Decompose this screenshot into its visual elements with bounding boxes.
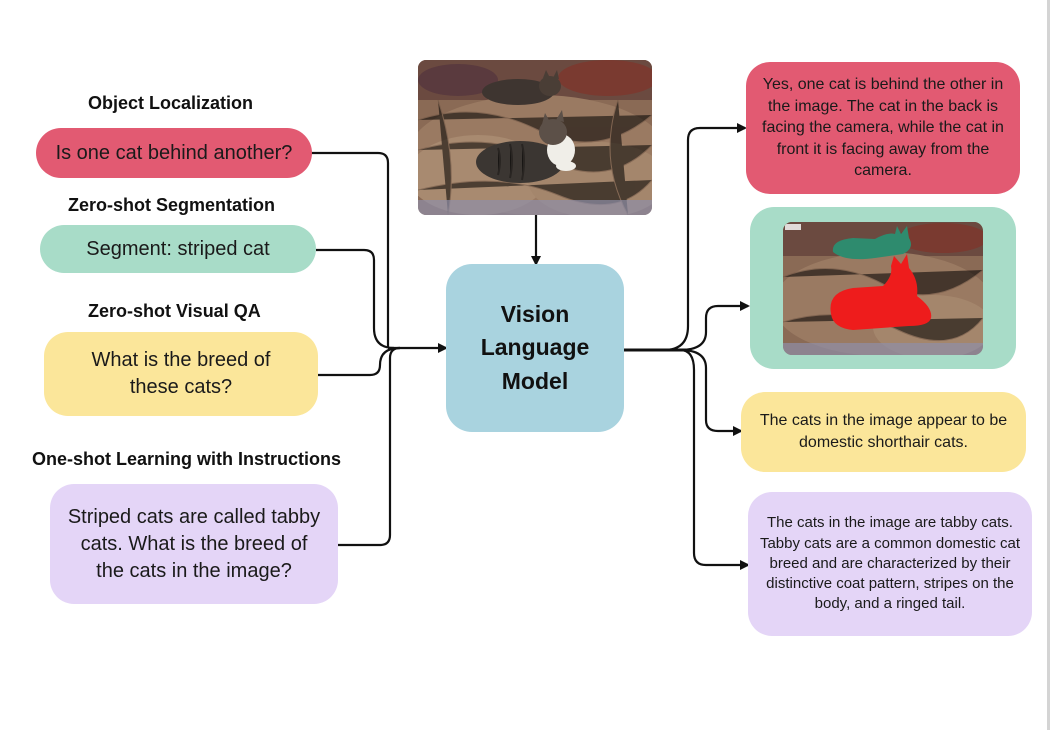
connector-output-3 [679, 348, 743, 436]
connector-input-1 [311, 151, 390, 348]
title-one-shot-learning: One-shot Learning with Instructions [32, 449, 342, 469]
photo-cats-on-nets [418, 60, 652, 215]
output-text: Yes, one cat is behind the other in the … [762, 76, 1004, 180]
model-label: Vision Language Model [481, 298, 590, 398]
photo-with-masks [783, 221, 983, 355]
title-object-localization: Object Localization [88, 93, 254, 113]
page-edge [1047, 0, 1050, 730]
mask-front-cat [830, 253, 932, 330]
connector-output-2 [679, 301, 750, 352]
connector-input-3 [318, 346, 401, 377]
vision-language-model: Vision Language Model [446, 264, 624, 432]
output-text: The cats in the image appear to be domes… [759, 412, 1008, 451]
prompt-one-shot-learning: Striped cats are called tabby cats. What… [50, 484, 338, 604]
output-visual-qa: The cats in the image appear to be domes… [741, 392, 1026, 472]
prompt-text: Segment: striped cat [86, 237, 270, 260]
prompt-text: Is one cat behind another? [55, 141, 293, 164]
input-cat-photo [418, 60, 652, 215]
title-zero-shot-visual-qa: Zero-shot Visual QA [88, 301, 261, 321]
prompt-zero-shot-visual-qa: What is the breed of these cats? [44, 332, 318, 416]
prompt-zero-shot-segmentation: Segment: striped cat [40, 225, 316, 273]
connector-output-1 [663, 123, 747, 352]
connector-input-4 [338, 346, 401, 547]
title-zero-shot-segmentation: Zero-shot Segmentation [68, 195, 276, 215]
model-label-line-3: Model [501, 367, 569, 394]
mask-back-cat [832, 225, 911, 259]
prompt-object-localization: Is one cat behind another? [36, 128, 312, 178]
segmented-cat-photo [783, 221, 983, 355]
output-one-shot-learning: The cats in the image are tabby cats. Ta… [748, 492, 1032, 636]
model-label-line-1: Vision [500, 300, 570, 327]
output-object-localization: Yes, one cat is behind the other in the … [746, 62, 1020, 194]
connector-input-2 [316, 248, 395, 350]
prompt-text: What is the breed of these cats? [91, 349, 271, 398]
prompt-text: Striped cats are called tabby cats. What… [67, 505, 321, 582]
output-segmentation [750, 207, 1016, 369]
connector-output-4 [679, 348, 750, 570]
model-label-line-2: Language [480, 334, 590, 361]
output-text: The cats in the image are tabby cats. Ta… [759, 514, 1021, 613]
